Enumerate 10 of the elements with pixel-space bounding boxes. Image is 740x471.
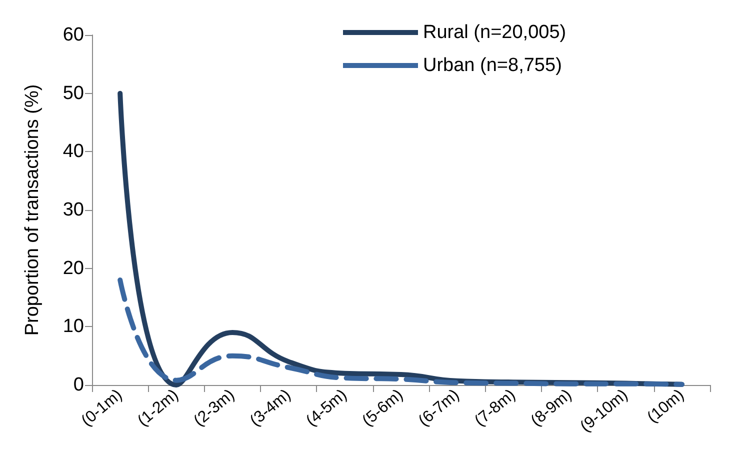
y-tick-label: 40 [62,141,84,162]
legend-label: Rural (n=20,005) [423,22,566,43]
y-tick-label: 60 [62,24,84,46]
y-axis-title: Proportion of transactions (%) [22,84,43,336]
y-tick-label: 0 [73,374,84,396]
y-tick-label: 30 [62,200,84,220]
y-tick-label: 20 [62,258,84,279]
y-tick-label: 50 [62,82,84,104]
y-tick-label: 10 [62,316,84,338]
legend-label: Urban (n=8,755) [423,55,562,76]
